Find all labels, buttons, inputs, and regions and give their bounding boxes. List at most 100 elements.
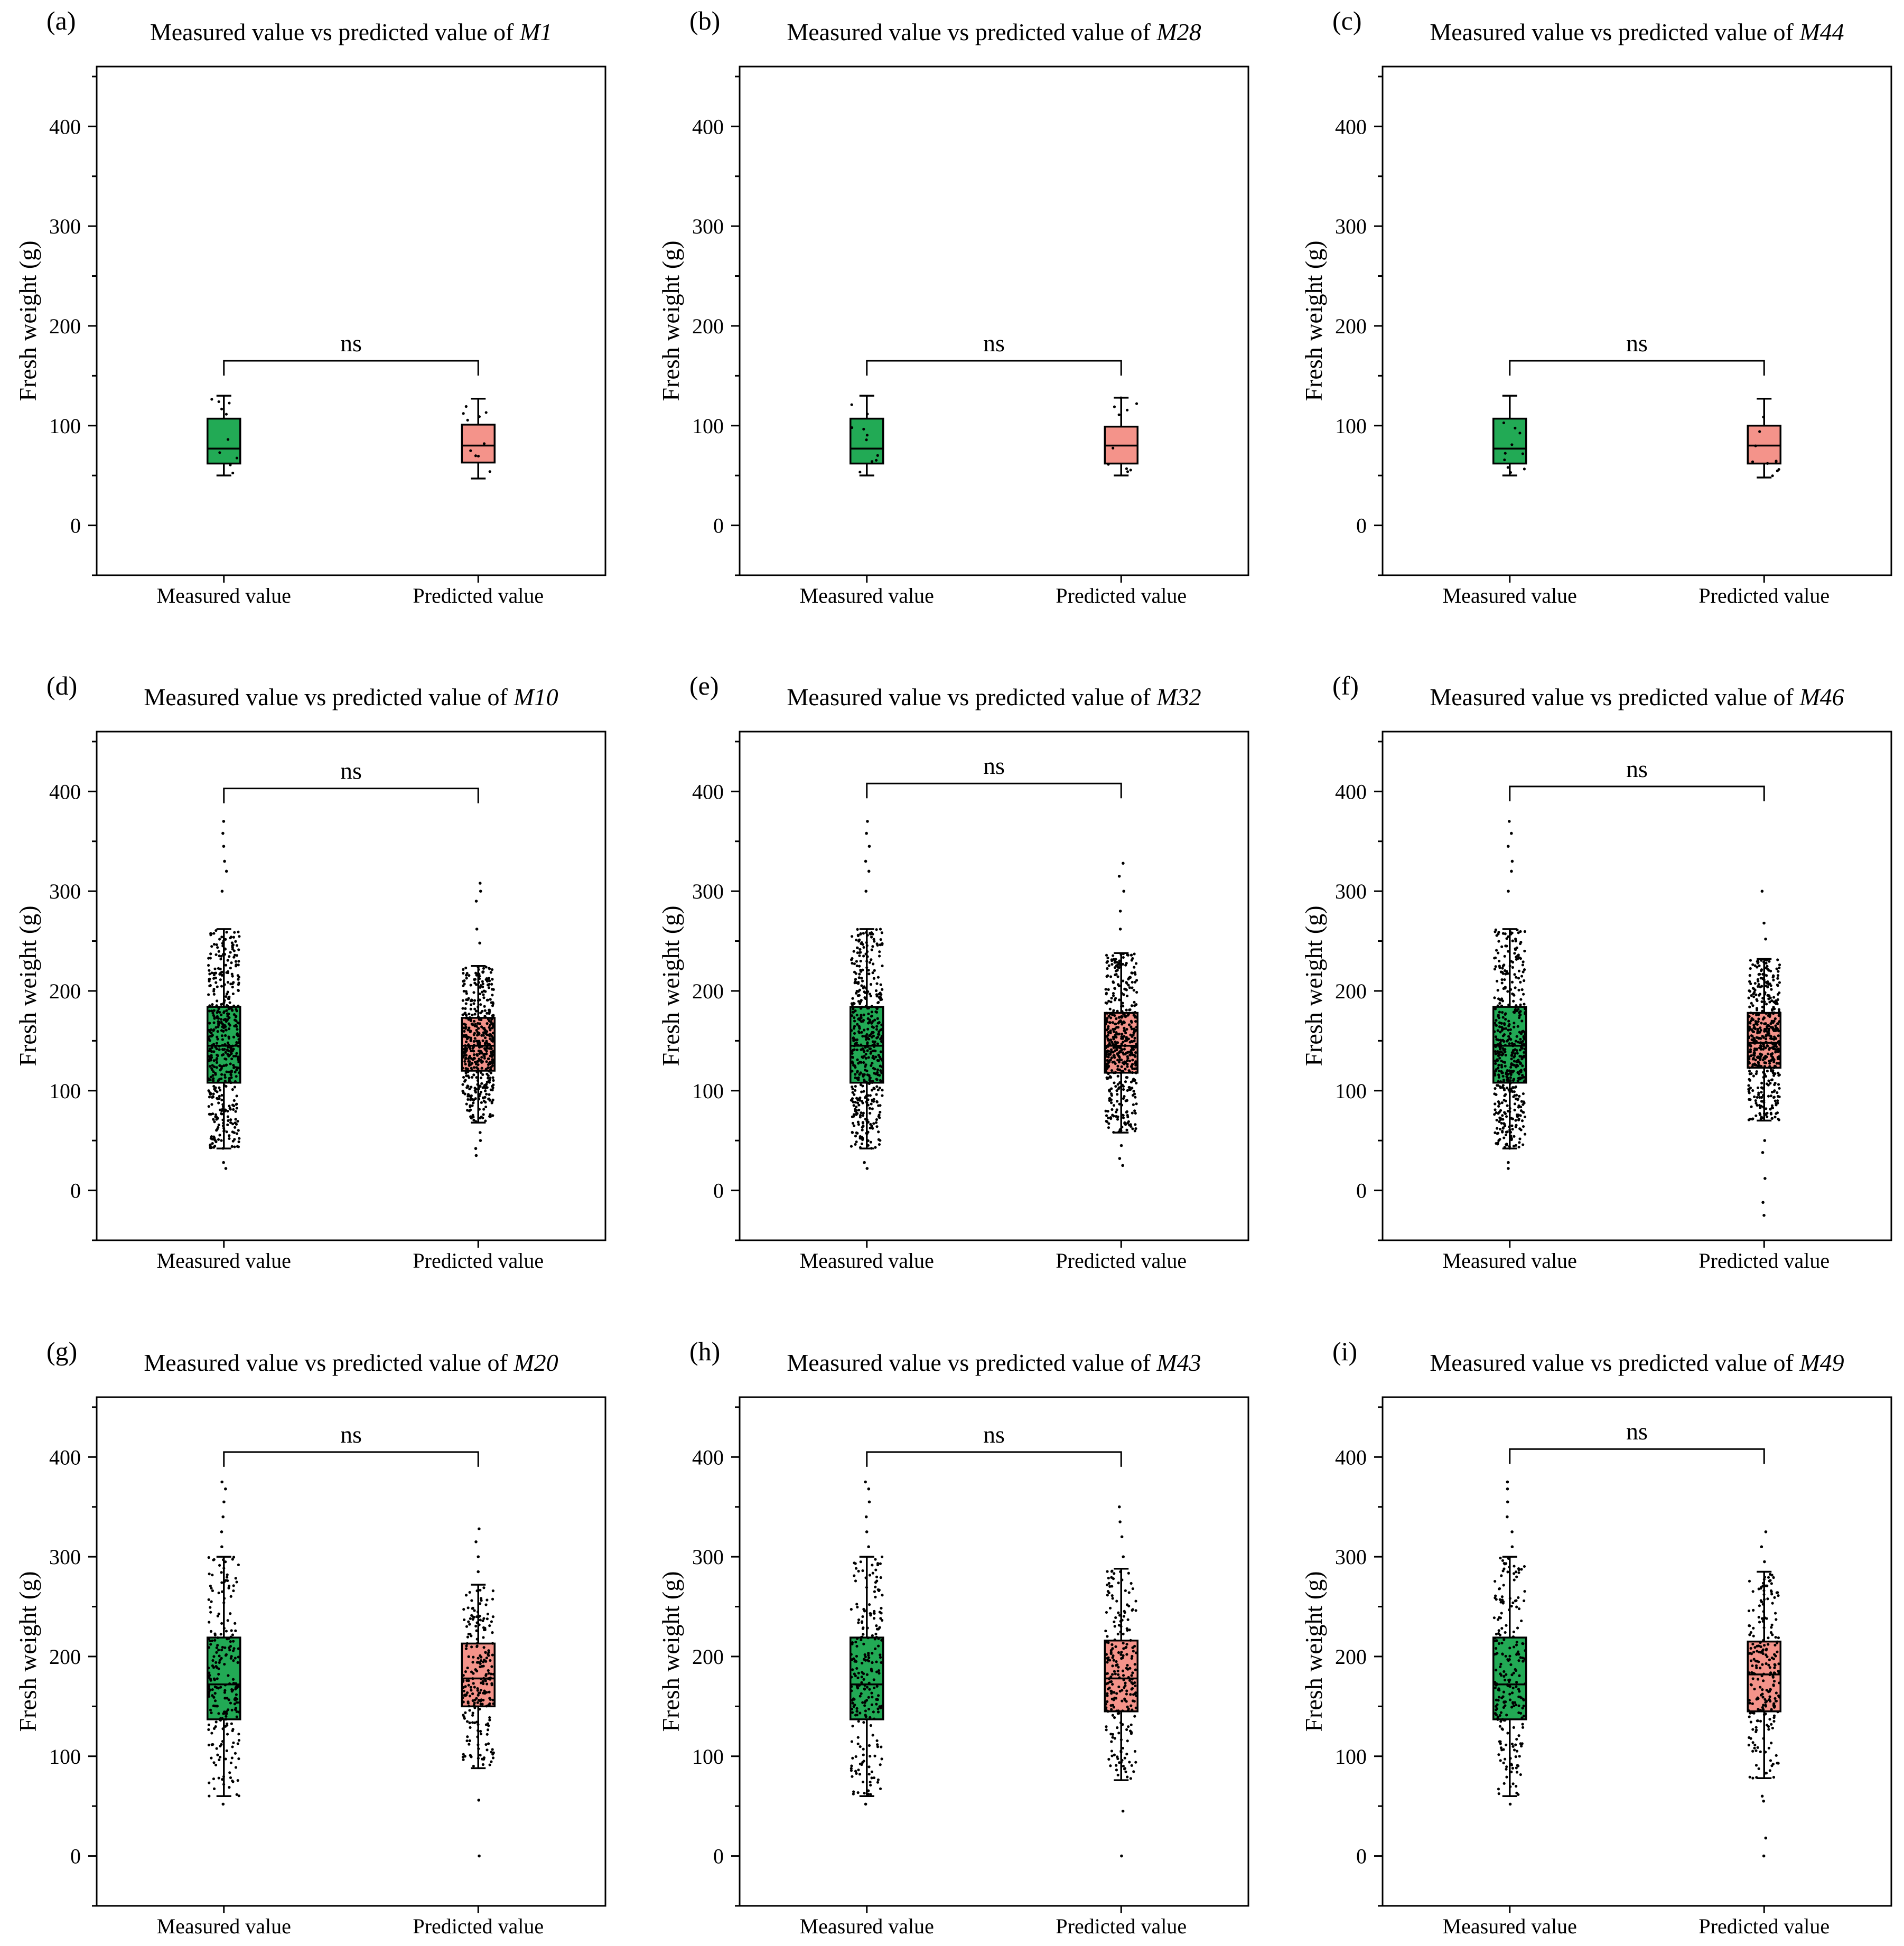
data-point [1768,1048,1771,1051]
data-point [1114,1049,1117,1052]
data-point [461,1026,465,1030]
data-point [235,1019,238,1023]
data-point [1110,959,1114,962]
data-point [222,1710,226,1714]
y-tick-label: 400 [49,780,81,803]
data-point [483,1053,486,1056]
data-point [224,938,227,941]
data-point [1508,1685,1511,1688]
panel-g: (g) Measured value vs predicted value of … [14,1336,606,1938]
data-point [1114,1046,1118,1049]
data-point [852,1104,855,1107]
data-point [1775,1112,1778,1115]
data-point [1105,1653,1108,1656]
data-point [1119,1129,1123,1132]
data-point [470,1634,473,1638]
data-point [873,1072,876,1075]
data-point [1771,1726,1774,1730]
data-points [462,405,491,473]
data-point [1776,1762,1779,1765]
data-point [472,1118,475,1122]
data-point [235,1094,238,1098]
data-point [470,1057,473,1060]
data-point [1517,1059,1520,1062]
data-point [1116,963,1119,967]
data-point [1765,1107,1768,1110]
outlier-point [1762,1213,1766,1217]
data-point [856,946,859,950]
data-point [476,1735,479,1738]
data-point [473,999,477,1002]
data-point [1517,969,1521,972]
data-point [876,1088,880,1092]
data-point [1108,1090,1111,1093]
data-point [222,940,225,943]
data-point [851,1668,854,1671]
data-point [214,981,218,984]
data-point [233,1086,236,1089]
data-point [230,961,233,965]
data-point [1759,977,1762,980]
data-point [1123,1047,1126,1051]
data-point [1112,1051,1115,1054]
data-point [1507,950,1510,953]
data-point [463,1030,466,1033]
data-point [1497,1139,1500,1142]
data-point [490,1665,493,1668]
data-point [208,1096,211,1099]
data-point [1494,1579,1497,1583]
data-point [859,959,862,963]
data-point [489,1077,492,1080]
data-point [1776,1002,1779,1006]
data-point [237,976,240,979]
data-point [1133,1030,1136,1033]
data-point [237,1066,240,1070]
data-point [1772,1045,1775,1049]
data-point [877,1104,880,1107]
data-point [1514,1048,1517,1051]
data-point [856,1023,859,1026]
data-point [1522,1715,1526,1718]
data-point [465,1102,468,1106]
significance-bracket [223,360,479,376]
data-points [850,1480,884,1806]
data-point [1775,999,1778,1003]
data-point [1751,1702,1754,1705]
data-point [871,1696,874,1699]
data-point [223,1109,227,1112]
data-point [1777,1030,1780,1033]
data-point [1131,986,1134,989]
data-point [484,411,488,414]
data-point [1112,991,1115,995]
data-point [214,1026,218,1029]
data-point [1759,1599,1762,1602]
data-point [851,1775,854,1778]
data-point [217,1591,220,1595]
data-point [874,1595,877,1598]
data-point [850,1707,854,1710]
data-point [1129,1693,1132,1696]
data-point [860,977,863,980]
data-point [1501,1569,1505,1573]
data-point [1133,1000,1136,1004]
data-point [1513,1060,1516,1063]
data-point [471,1714,474,1717]
data-point [487,1724,490,1727]
data-point [227,1586,230,1589]
data-point [476,1641,479,1645]
data-point [223,999,226,1002]
data-point [488,1718,491,1722]
data-point [467,1060,470,1063]
data-point [480,1664,483,1668]
data-point [1512,1070,1515,1073]
data-point [1759,1052,1762,1055]
data-point [1498,1616,1501,1619]
outlier-point [223,859,226,863]
data-point [487,1074,490,1077]
data-point [221,1147,225,1150]
data-point [870,1147,873,1150]
data-point [462,1758,465,1761]
data-point [470,1670,473,1673]
